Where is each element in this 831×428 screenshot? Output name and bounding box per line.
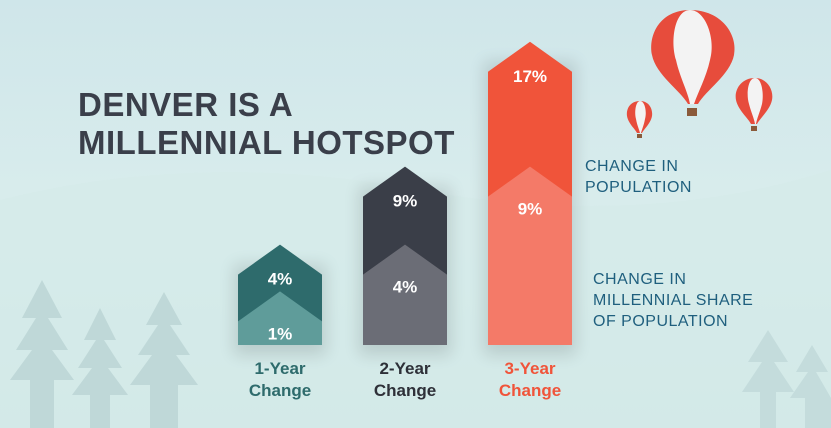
legend-population: CHANGE IN POPULATION	[585, 156, 692, 198]
category-label-3-line-2: Change	[499, 381, 561, 400]
legend-population-line-2: POPULATION	[585, 179, 692, 196]
category-label-2-line-1: 2-Year	[379, 359, 430, 378]
legend-millennial-line-2: MILLENNIAL SHARE	[593, 292, 754, 309]
category-label-2-line-2: Change	[374, 381, 436, 400]
balloon-medium-icon	[735, 78, 773, 131]
category-label-3-line-1: 3-Year	[504, 359, 555, 378]
value-label-population-2: 9%	[393, 192, 418, 211]
category-label-1-line-1: 1-Year	[254, 359, 305, 378]
value-label-millennial-3: 9%	[518, 200, 543, 219]
legend-millennial-line-1: CHANGE IN	[593, 271, 687, 288]
bar-millennial-3	[488, 166, 572, 345]
value-label-millennial-1: 1%	[268, 324, 293, 343]
title-line-1: DENVER IS A	[78, 86, 294, 123]
legend-millennial-share: CHANGE IN MILLENNIAL SHARE OF POPULATION	[593, 269, 753, 332]
bar-millennial-2	[363, 244, 447, 345]
page-title: DENVER IS A MILLENNIAL HOTSPOT	[78, 86, 455, 162]
value-label-population-1: 4%	[268, 270, 293, 289]
value-label-population-3: 17%	[513, 67, 547, 86]
pine-trees-left	[10, 280, 198, 428]
title-line-2: MILLENNIAL HOTSPOT	[78, 124, 455, 161]
bar-millennial-1	[238, 291, 322, 345]
legend-population-line-1: CHANGE IN	[585, 158, 679, 175]
category-label-1-line-2: Change	[249, 381, 311, 400]
balloon-small-icon	[626, 101, 653, 138]
pine-trees-right	[742, 330, 831, 428]
legend-millennial-line-3: OF POPULATION	[593, 313, 729, 330]
balloon-large-icon	[651, 10, 735, 116]
value-label-millennial-2: 4%	[393, 278, 418, 297]
